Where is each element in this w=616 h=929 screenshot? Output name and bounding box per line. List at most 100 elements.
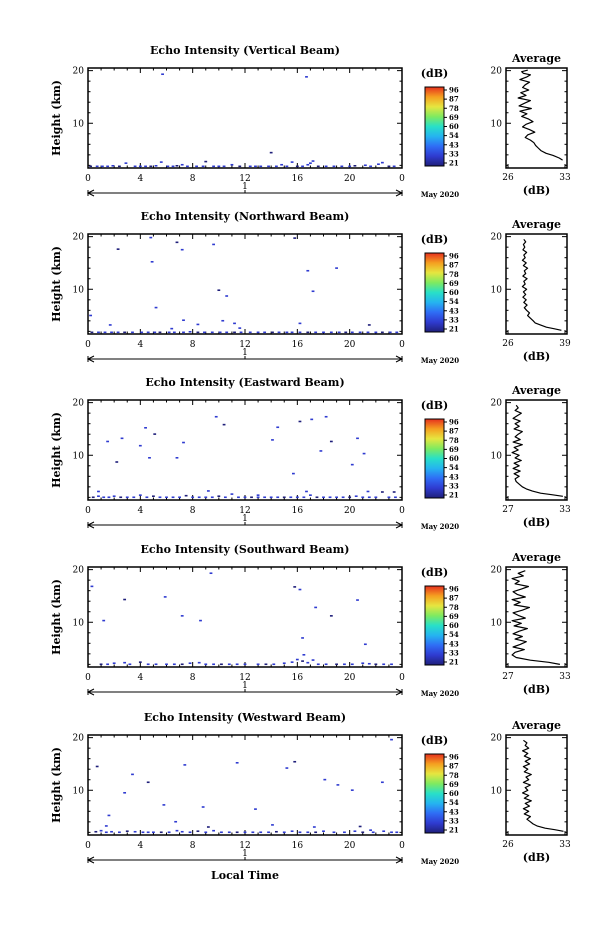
echo-mark bbox=[311, 290, 315, 293]
echo-mark bbox=[116, 331, 120, 334]
y-tick-label: 20 bbox=[73, 233, 85, 243]
echo-mark bbox=[305, 76, 308, 78]
echo-mark bbox=[186, 165, 189, 168]
echo-mark bbox=[335, 663, 338, 666]
x-tick-label: 8 bbox=[190, 841, 196, 851]
echo-mark bbox=[361, 831, 365, 834]
day-number-label: 1 bbox=[242, 849, 248, 859]
echo-mark bbox=[392, 165, 396, 168]
echo-mark bbox=[292, 472, 295, 475]
echo-mark bbox=[89, 314, 93, 317]
y-tick-label: 10 bbox=[73, 618, 85, 628]
colorbar-unit: (dB) bbox=[421, 233, 448, 246]
profile-title: Average bbox=[511, 52, 561, 65]
echo-mark bbox=[259, 831, 263, 834]
colorbar-tick-label: 96 bbox=[449, 418, 459, 427]
echo-mark bbox=[272, 663, 276, 666]
echo-mark bbox=[324, 663, 328, 666]
echo-mark bbox=[238, 165, 242, 168]
colorbar-tick-label: 69 bbox=[449, 279, 459, 288]
colorbar-tick-label: 60 bbox=[449, 288, 459, 297]
panel-title: Echo Intensity (Northward Beam) bbox=[141, 210, 350, 223]
colorbar-tick-label: 78 bbox=[449, 436, 459, 445]
plot-frame bbox=[87, 399, 403, 501]
colorbar-tick-label: 69 bbox=[449, 612, 459, 621]
echo-mark bbox=[382, 830, 386, 833]
echo-mark bbox=[387, 165, 391, 168]
colorbar-tick-label: 33 bbox=[449, 816, 459, 825]
echo-mark bbox=[97, 331, 100, 334]
echo-mark bbox=[395, 331, 399, 334]
echo-mark bbox=[217, 289, 221, 292]
echo-mark bbox=[172, 663, 176, 666]
echo-mark bbox=[374, 331, 378, 334]
echo-mark bbox=[323, 778, 327, 781]
echo-mark bbox=[332, 165, 336, 168]
colorbar bbox=[424, 252, 445, 333]
echo-mark bbox=[277, 331, 281, 334]
echo-mark bbox=[132, 496, 136, 499]
echo-mark bbox=[377, 163, 380, 166]
echo-mark bbox=[380, 781, 384, 784]
day-axis-arrow-left bbox=[86, 355, 95, 363]
colorbar-tick-label: 21 bbox=[449, 658, 459, 667]
echo-mark bbox=[298, 331, 302, 334]
echo-mark bbox=[306, 269, 310, 272]
echo-mark bbox=[358, 825, 362, 828]
echo-mark bbox=[392, 491, 396, 493]
colorbar-tick-label: 78 bbox=[449, 270, 459, 279]
y-tick-label: 10 bbox=[73, 786, 85, 796]
echo-mark bbox=[170, 327, 174, 330]
echo-mark bbox=[107, 496, 111, 499]
plot-frame bbox=[87, 67, 403, 169]
echo-mark bbox=[264, 663, 268, 666]
colorbar-tick-label: 87 bbox=[449, 261, 459, 270]
colorbar-tick-label: 60 bbox=[449, 621, 459, 630]
echo-mark bbox=[188, 330, 192, 333]
colorbar-tick-label: 60 bbox=[449, 789, 459, 798]
colorbar-tick-label: 33 bbox=[449, 648, 459, 657]
echo-mark bbox=[146, 781, 150, 784]
echo-mark bbox=[374, 663, 378, 666]
profile-x-label: (dB) bbox=[523, 516, 550, 529]
profile-frame bbox=[505, 399, 568, 501]
profile-x-tick-label: 33 bbox=[559, 505, 571, 515]
echo-mark bbox=[106, 440, 110, 443]
y-tick-label: 10 bbox=[73, 285, 85, 295]
day-axis-arrow-left bbox=[86, 189, 95, 197]
echo-mark bbox=[167, 331, 171, 334]
x-tick-label: 12 bbox=[239, 174, 250, 184]
profile-x-tick-label: 27 bbox=[502, 505, 514, 515]
panel-title: Echo Intensity (Vertical Beam) bbox=[150, 44, 340, 57]
echo-mark bbox=[322, 830, 325, 833]
echo-mark bbox=[171, 165, 175, 168]
echo-mark bbox=[159, 161, 163, 163]
echo-mark bbox=[222, 423, 226, 426]
echo-mark bbox=[102, 619, 106, 622]
echo-mark bbox=[154, 306, 158, 309]
profile-frame bbox=[505, 67, 568, 169]
echo-mark bbox=[243, 831, 247, 834]
echo-mark bbox=[175, 241, 179, 244]
echo-mark bbox=[322, 496, 325, 499]
echo-mark bbox=[275, 830, 278, 833]
echo-mark bbox=[353, 830, 357, 833]
echo-mark bbox=[290, 161, 294, 163]
echo-mark bbox=[218, 331, 222, 334]
echo-mark bbox=[210, 331, 214, 334]
echo-mark bbox=[302, 496, 306, 499]
echo-mark bbox=[153, 433, 157, 435]
echo-mark bbox=[106, 165, 110, 168]
colorbar-tick-label: 87 bbox=[449, 762, 459, 771]
profile-y-tick-label: 10 bbox=[491, 786, 503, 796]
echo-mark bbox=[295, 496, 299, 499]
echo-mark bbox=[254, 165, 257, 168]
echo-mark bbox=[344, 331, 348, 334]
profile-x-tick-label: 33 bbox=[559, 173, 571, 183]
colorbar-tick-label: 43 bbox=[449, 639, 459, 648]
profile-y-tick-label: 20 bbox=[491, 399, 503, 409]
colorbar-tick-label: 60 bbox=[449, 122, 459, 131]
echo-mark bbox=[293, 237, 297, 239]
echo-mark bbox=[131, 773, 134, 776]
